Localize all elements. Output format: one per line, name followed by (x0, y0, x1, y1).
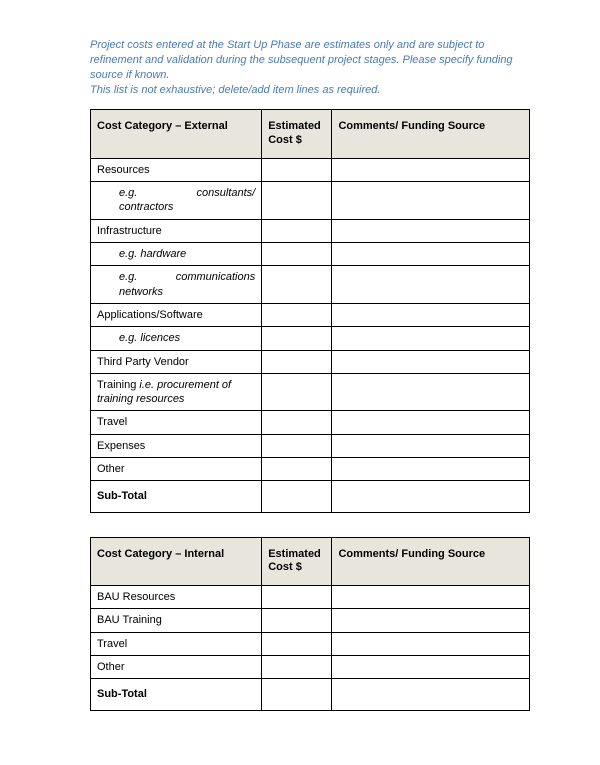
cell-cost (262, 373, 332, 411)
cell-comments (332, 656, 530, 679)
cell-cost (262, 586, 332, 609)
cost-table-external: Cost Category – External Estimated Cost … (90, 109, 530, 512)
cell-comments (332, 182, 530, 220)
table-row: Resources (91, 158, 530, 181)
cell-comments (332, 266, 530, 304)
cell-cost (262, 656, 332, 679)
subtotal-cost (262, 679, 332, 710)
subtotal-comments (332, 481, 530, 512)
cell-cost (262, 609, 332, 632)
cell-comments (332, 158, 530, 181)
cell-comments (332, 327, 530, 350)
subtotal-row: Sub-Total (91, 679, 530, 710)
table-row: Expenses (91, 434, 530, 457)
cell-cost (262, 303, 332, 326)
cell-comments (332, 219, 530, 242)
cell-category: Travel (91, 632, 262, 655)
cell-category: BAU Resources (91, 586, 262, 609)
cell-category: Expenses (91, 434, 262, 457)
col-header-comments: Comments/ Funding Source (332, 537, 530, 586)
cell-cost (262, 350, 332, 373)
cell-comments (332, 373, 530, 411)
col-header-cost: Estimated Cost $ (262, 537, 332, 586)
cell-cost (262, 458, 332, 481)
cell-category: Infrastructure (91, 219, 262, 242)
cell-category: Other (91, 458, 262, 481)
table-row: BAU Training (91, 609, 530, 632)
subtotal-label: Sub-Total (91, 481, 262, 512)
intro-line-1: Project costs entered at the Start Up Ph… (90, 39, 513, 81)
table-row: Travel (91, 411, 530, 434)
table-header-row: Cost Category – Internal Estimated Cost … (91, 537, 530, 586)
table-row: Training i.e. procurement of training re… (91, 373, 530, 411)
table-row: e.g. licences (91, 327, 530, 350)
cell-cost (262, 327, 332, 350)
cell-comments (332, 411, 530, 434)
table-row: e.g. consultants/ contractors (91, 182, 530, 220)
cell-comments (332, 350, 530, 373)
table-row: Other (91, 458, 530, 481)
cell-comments (332, 243, 530, 266)
table-row: Other (91, 656, 530, 679)
cell-category: Travel (91, 411, 262, 434)
intro-line-2: This list is not exhaustive; delete/add … (90, 84, 380, 96)
cell-category: Applications/Software (91, 303, 262, 326)
col-header-category: Cost Category – Internal (91, 537, 262, 586)
table-header-row: Cost Category – External Estimated Cost … (91, 110, 530, 159)
cell-cost (262, 219, 332, 242)
col-header-cost: Estimated Cost $ (262, 110, 332, 159)
cell-cost (262, 266, 332, 304)
cell-cost (262, 158, 332, 181)
table-row: BAU Resources (91, 586, 530, 609)
cell-category: Training i.e. procurement of training re… (91, 373, 262, 411)
table-row: Infrastructure (91, 219, 530, 242)
col-header-category: Cost Category – External (91, 110, 262, 159)
cell-category: e.g. communications networks (91, 266, 262, 304)
cell-comments (332, 586, 530, 609)
cell-category: e.g. consultants/ contractors (91, 182, 262, 220)
table-row: e.g. hardware (91, 243, 530, 266)
subtotal-label: Sub-Total (91, 679, 262, 710)
cell-cost (262, 632, 332, 655)
table-row: Applications/Software (91, 303, 530, 326)
table-row: Third Party Vendor (91, 350, 530, 373)
subtotal-cost (262, 481, 332, 512)
table-row: Travel (91, 632, 530, 655)
cell-comments (332, 458, 530, 481)
cell-comments (332, 632, 530, 655)
cell-cost (262, 243, 332, 266)
cell-category: e.g. hardware (91, 243, 262, 266)
cell-category: Third Party Vendor (91, 350, 262, 373)
cell-category: BAU Training (91, 609, 262, 632)
cell-comments (332, 609, 530, 632)
subtotal-comments (332, 679, 530, 710)
cell-category: Resources (91, 158, 262, 181)
cell-cost (262, 411, 332, 434)
intro-text: Project costs entered at the Start Up Ph… (90, 38, 530, 97)
cell-cost (262, 434, 332, 457)
cell-comments (332, 434, 530, 457)
cell-cost (262, 182, 332, 220)
subtotal-row: Sub-Total (91, 481, 530, 512)
document-page: Project costs entered at the Start Up Ph… (0, 0, 600, 765)
cost-table-internal: Cost Category – Internal Estimated Cost … (90, 537, 530, 711)
cell-category: e.g. licences (91, 327, 262, 350)
table-row: e.g. communications networks (91, 266, 530, 304)
cell-comments (332, 303, 530, 326)
cell-category: Other (91, 656, 262, 679)
col-header-comments: Comments/ Funding Source (332, 110, 530, 159)
